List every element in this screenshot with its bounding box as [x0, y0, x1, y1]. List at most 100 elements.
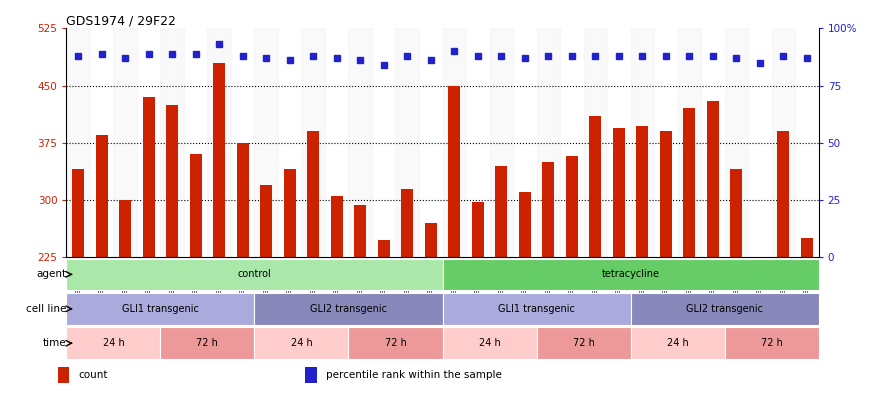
Bar	[566, 156, 578, 257]
Text: GDS1974 / 29F22: GDS1974 / 29F22	[66, 14, 176, 27]
Bar	[683, 109, 696, 257]
Bar	[119, 200, 131, 257]
Bar	[701, 28, 725, 257]
Bar	[630, 28, 654, 257]
Bar	[725, 28, 748, 257]
Bar	[325, 28, 349, 257]
Bar	[307, 131, 319, 257]
Text: GLI2 transgenic: GLI2 transgenic	[310, 304, 387, 314]
Bar	[730, 169, 743, 257]
Text: 24 h: 24 h	[479, 338, 500, 348]
Bar	[113, 28, 137, 257]
Text: 24 h: 24 h	[290, 338, 312, 348]
Bar	[725, 28, 748, 257]
Bar	[302, 28, 325, 257]
Bar	[66, 327, 160, 359]
Bar	[160, 327, 255, 359]
Bar	[660, 131, 672, 257]
Bar	[654, 28, 678, 257]
Bar	[583, 28, 607, 257]
Bar	[630, 327, 725, 359]
Bar	[302, 28, 325, 257]
Bar	[255, 327, 349, 359]
Bar	[278, 28, 302, 257]
Bar	[305, 367, 317, 383]
Bar	[349, 28, 372, 257]
Bar	[801, 238, 812, 257]
Bar	[795, 28, 819, 257]
Bar	[536, 28, 560, 257]
Bar	[583, 28, 607, 257]
Bar	[725, 327, 819, 359]
Text: 72 h: 72 h	[761, 338, 782, 348]
Bar	[489, 28, 513, 257]
Text: GLI2 transgenic: GLI2 transgenic	[686, 304, 763, 314]
Bar	[213, 63, 225, 257]
Bar	[207, 28, 231, 257]
Bar	[472, 202, 483, 257]
Text: agent: agent	[36, 269, 66, 279]
Bar	[58, 367, 69, 383]
Bar	[778, 131, 789, 257]
Bar	[489, 28, 513, 257]
Bar	[160, 28, 184, 257]
Bar	[331, 196, 342, 257]
Bar	[349, 327, 442, 359]
Text: tetracycline: tetracycline	[602, 269, 659, 279]
Bar	[419, 28, 442, 257]
Text: cell line: cell line	[26, 304, 66, 314]
Bar	[166, 104, 178, 257]
Bar	[442, 28, 466, 257]
Bar	[142, 97, 155, 257]
Bar	[207, 28, 231, 257]
Bar	[402, 189, 413, 257]
Bar	[396, 28, 419, 257]
Bar	[707, 101, 719, 257]
Bar	[466, 28, 489, 257]
Bar	[560, 28, 583, 257]
Bar	[66, 28, 90, 257]
Bar	[255, 28, 278, 257]
Bar	[137, 28, 160, 257]
Text: 72 h: 72 h	[196, 338, 219, 348]
Bar	[442, 28, 466, 257]
Bar	[96, 135, 107, 257]
Bar	[284, 169, 296, 257]
Bar	[496, 166, 507, 257]
Bar	[73, 169, 84, 257]
Bar	[748, 28, 772, 257]
Bar	[442, 327, 536, 359]
Bar	[519, 192, 531, 257]
Bar	[66, 258, 442, 290]
Bar	[636, 126, 648, 257]
Bar	[66, 293, 255, 325]
Bar	[113, 28, 137, 257]
Bar	[630, 293, 819, 325]
Text: 72 h: 72 h	[385, 338, 406, 348]
Bar	[255, 28, 278, 257]
Bar	[160, 28, 184, 257]
Bar	[378, 241, 389, 257]
Bar	[678, 28, 701, 257]
Text: time: time	[42, 338, 66, 348]
Bar	[237, 143, 249, 257]
Bar	[536, 28, 560, 257]
Text: GLI1 transgenic: GLI1 transgenic	[122, 304, 199, 314]
Bar	[66, 28, 90, 257]
Bar	[260, 185, 272, 257]
Bar	[396, 28, 419, 257]
Bar	[255, 293, 442, 325]
Bar	[678, 28, 701, 257]
Bar	[613, 128, 625, 257]
Bar	[184, 28, 207, 257]
Bar	[425, 223, 436, 257]
Bar	[449, 85, 460, 257]
Bar	[543, 162, 554, 257]
Text: GLI1 transgenic: GLI1 transgenic	[498, 304, 575, 314]
Text: percentile rank within the sample: percentile rank within the sample	[326, 370, 502, 379]
Bar	[90, 28, 113, 257]
Bar	[189, 154, 202, 257]
Text: 72 h: 72 h	[573, 338, 595, 348]
Bar	[442, 258, 819, 290]
Bar	[607, 28, 630, 257]
